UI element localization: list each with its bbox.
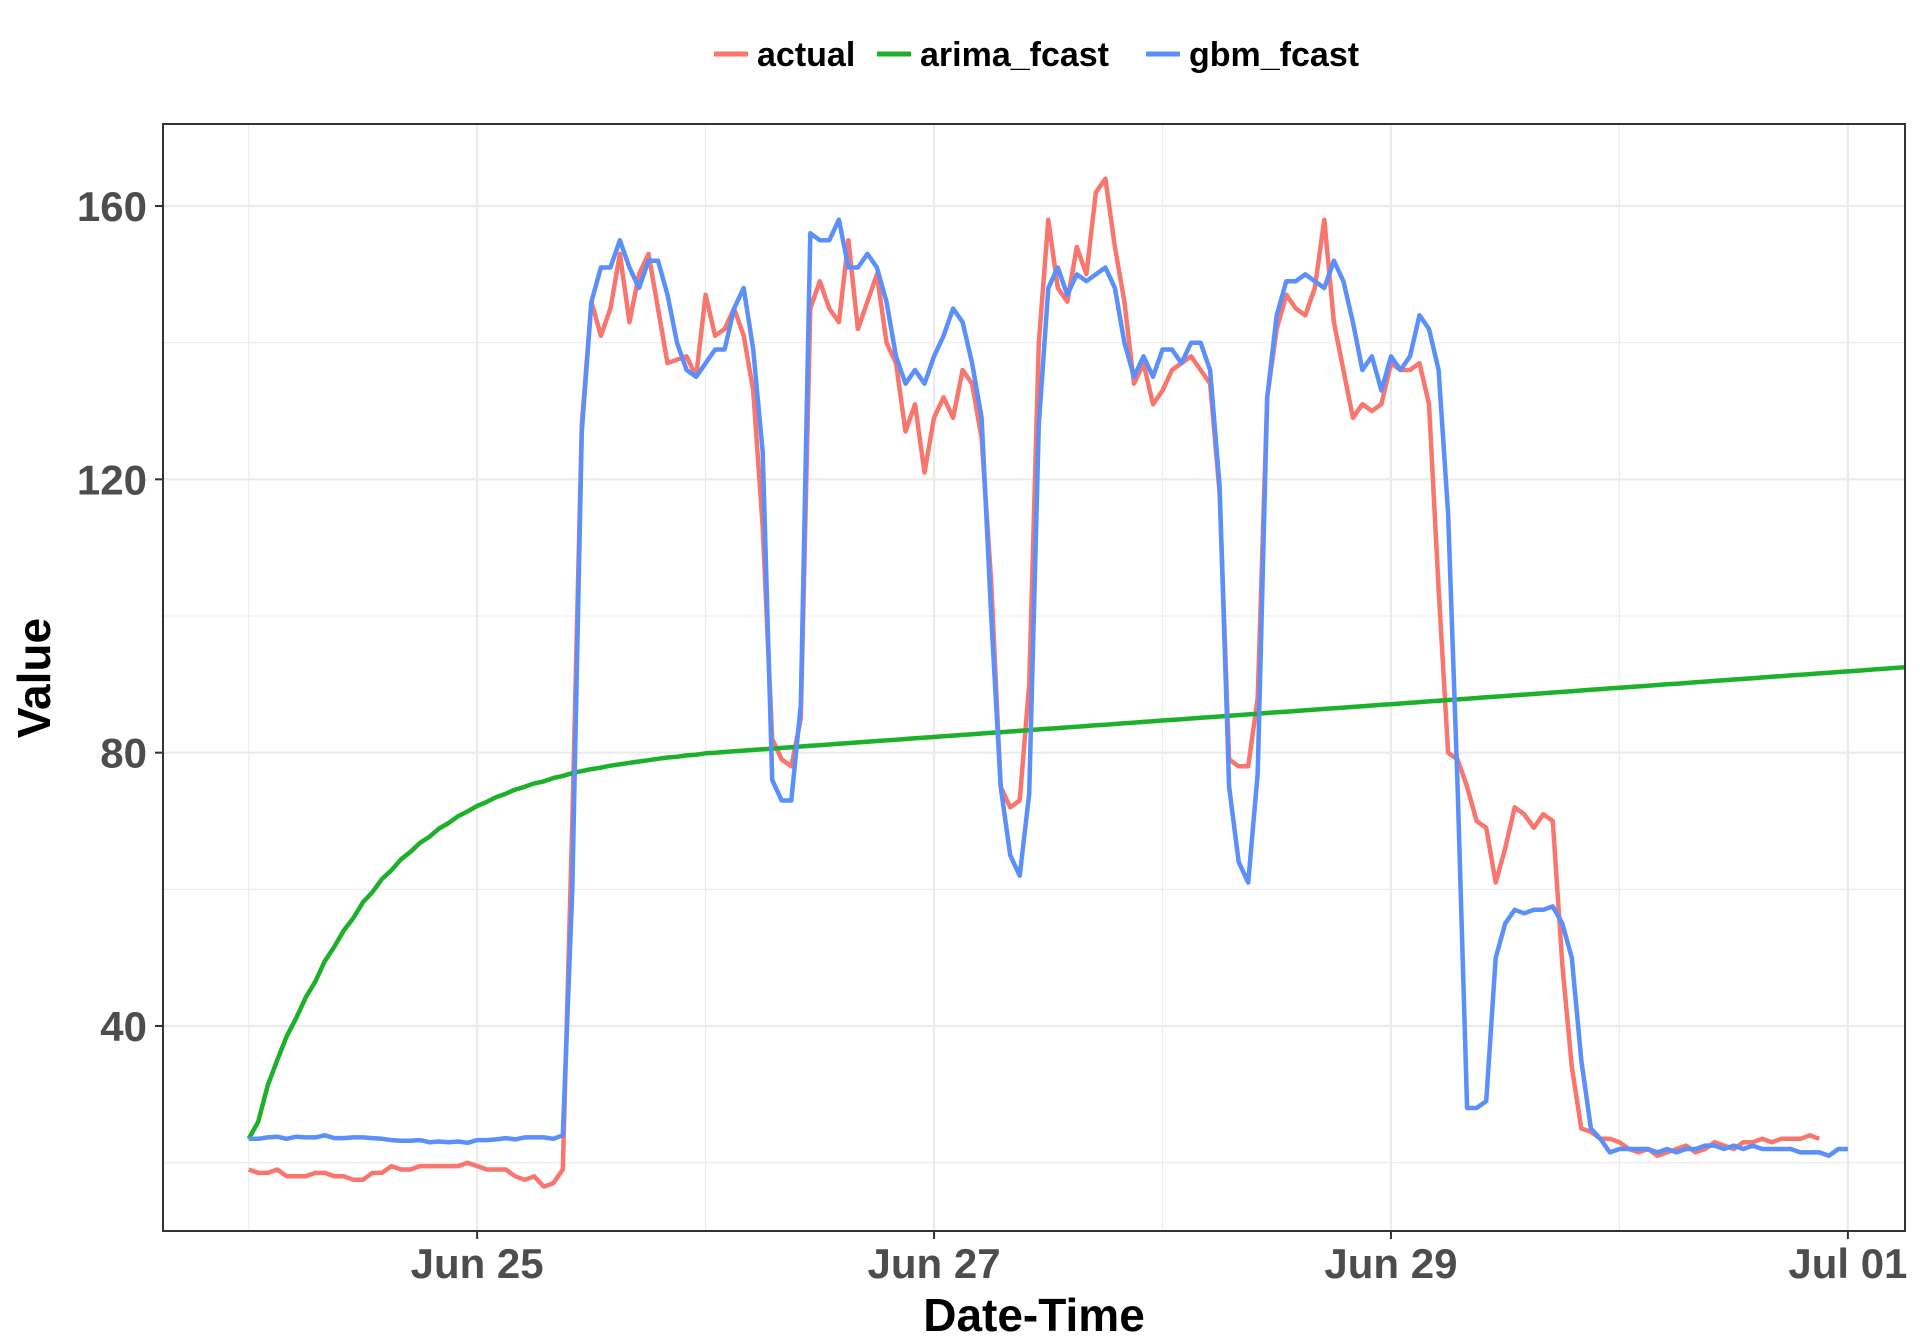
x-axis-title: Date-Time: [923, 1289, 1145, 1341]
series-line-actual: [247, 176, 1821, 1189]
legend: actual arima_fcast gbm_fcast: [714, 36, 1359, 74]
y-axis-title: Value: [8, 618, 60, 738]
legend-label-arima_fcast: arima_fcast: [920, 36, 1109, 74]
panel-border: [162, 123, 1906, 1232]
legend-label-actual: actual: [757, 36, 855, 74]
grid: [163, 124, 1905, 1231]
x-tick-label: Jul 01: [1788, 1240, 1907, 1287]
legend-label-gbm_fcast: gbm_fcast: [1189, 36, 1359, 74]
series-layer: [246, 176, 1906, 1189]
y-tick-label: 120: [77, 456, 147, 503]
x-tick-label: Jun 29: [1324, 1240, 1457, 1287]
x-tick-label: Jun 25: [411, 1240, 544, 1287]
x-tick-label: Jun 27: [868, 1240, 1001, 1287]
y-axis: 40 80 120 160: [77, 183, 163, 1050]
y-tick-label: 40: [100, 1003, 147, 1050]
series-line-arima_fcast: [246, 665, 1906, 1140]
plot-panel: [162, 123, 1906, 1232]
y-tick-label: 80: [100, 730, 147, 777]
x-axis: Jun 25 Jun 27 Jun 29 Jul 01: [411, 1231, 1907, 1287]
y-tick-label: 160: [77, 183, 147, 230]
series-line-gbm_fcast: [248, 217, 1848, 1159]
